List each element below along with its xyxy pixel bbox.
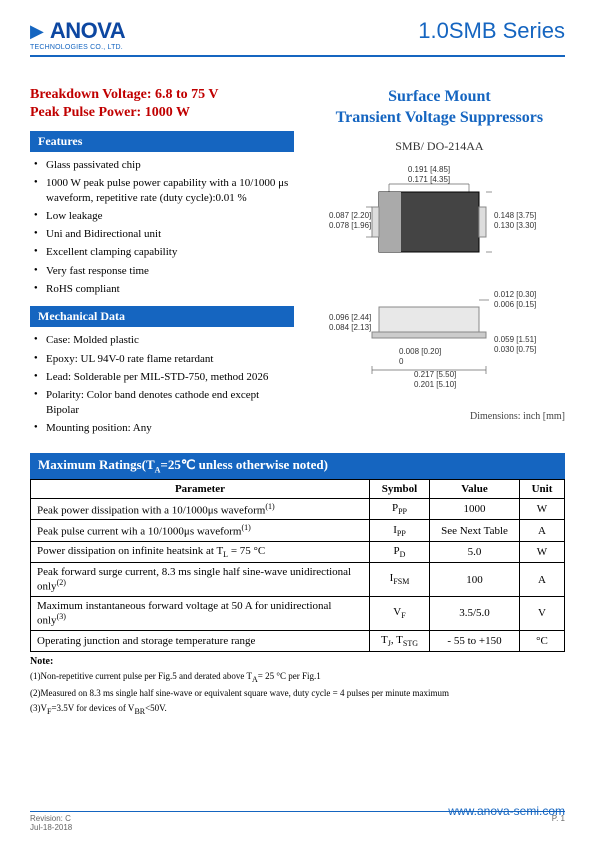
series-title: 1.0SMB Series <box>418 18 565 44</box>
sym-sub: D <box>400 550 406 559</box>
sym-cell: TJ, TSTG <box>370 630 430 651</box>
unit-cell: A <box>520 520 565 542</box>
value-cell: 100 <box>430 563 520 597</box>
dimension-diagram: 0.191 [4.85] 0.171 [4.35] 0.087 [2.20] 0… <box>324 162 554 402</box>
dim-label: 0.201 [5.10] <box>414 380 456 389</box>
param-text: Operating junction and storage temperatu… <box>31 630 370 651</box>
unit-cell: A <box>520 563 565 597</box>
logo-subtitle: TECHNOLOGIES CO., LTD. <box>30 44 125 51</box>
ratings-table: Parameter Symbol Value Unit Peak power d… <box>30 479 565 652</box>
table-row: Power dissipation on infinite heatsink a… <box>31 542 565 563</box>
param-sup: (3) <box>57 612 66 621</box>
feature-item: Very fast response time <box>34 264 294 278</box>
note-item: (1)Non-repetitive current pulse per Fig.… <box>30 671 565 685</box>
col-parameter: Parameter <box>31 479 370 498</box>
feature-item: Low leakage <box>34 209 294 223</box>
logo-name: ANOVA <box>50 18 125 44</box>
dim-label: 0.191 [4.85] <box>408 165 450 174</box>
dimension-note: Dimensions: inch [mm] <box>314 411 565 422</box>
dim-label: 0.012 [0.30] <box>494 290 536 299</box>
unit-cell: W <box>520 542 565 563</box>
unit-cell: W <box>520 498 565 520</box>
product-title: Surface Mount Transient Voltage Suppress… <box>314 87 565 129</box>
dim-label: 0.148 [3.75] <box>494 211 536 220</box>
mechanical-list: Case: Molded plastic Epoxy: UL 94V-0 rat… <box>30 333 294 435</box>
col-unit: Unit <box>520 479 565 498</box>
table-row: Peak forward surge current, 8.3 ms singl… <box>31 563 565 597</box>
page-number: P. 1 <box>552 814 565 832</box>
table-row: Operating junction and storage temperatu… <box>31 630 565 651</box>
value-cell: See Next Table <box>430 520 520 542</box>
mech-item: Polarity: Color band denotes cathode end… <box>34 388 294 417</box>
dim-label: 0.087 [2.20] <box>329 211 371 220</box>
param-text: Power dissipation on infinite heatsink a… <box>37 545 223 557</box>
table-row: Maximum instantaneous forward voltage at… <box>31 596 565 630</box>
param-post: = 75 °C <box>228 545 265 557</box>
feature-item: Uni and Bidirectional unit <box>34 227 294 241</box>
dim-label: 0.059 [1.51] <box>494 335 536 344</box>
col-value: Value <box>430 479 520 498</box>
sym-sub: PP <box>398 507 407 516</box>
feature-item: 1000 W peak pulse power capability with … <box>34 176 294 205</box>
dim-label: 0.171 [4.35] <box>408 175 450 184</box>
revision-label: Revision: C <box>30 814 72 823</box>
feature-item: RoHS compliant <box>34 282 294 296</box>
unit-cell: V <box>520 596 565 630</box>
value-cell: 1000 <box>430 498 520 520</box>
sym-sub: FSM <box>393 578 409 587</box>
right-column: Surface Mount Transient Voltage Suppress… <box>314 87 565 439</box>
param-text: Peak power dissipation with a 10/1000μs … <box>37 504 265 516</box>
page-footer: Revision: C Jul-18-2018 P. 1 <box>30 811 565 832</box>
mech-item: Epoxy: UL 94V-0 rate flame retardant <box>34 352 294 366</box>
param-sup: (2) <box>57 578 66 587</box>
dim-label: 0.130 [3.30] <box>494 221 536 230</box>
dim-label: 0.030 [0.75] <box>494 345 536 354</box>
features-list: Glass passivated chip 1000 W peak pulse … <box>30 158 294 296</box>
value-cell: 5.0 <box>430 542 520 563</box>
dim-label: 0.217 [5.50] <box>414 370 456 379</box>
feature-item: Glass passivated chip <box>34 158 294 172</box>
logo-icon: ▶ <box>30 21 44 42</box>
sym-sub: F <box>401 611 405 620</box>
spec-line-2: Peak Pulse Power: 1000 W <box>30 105 294 121</box>
left-column: Breakdown Voltage: 6.8 to 75 V Peak Puls… <box>30 87 294 439</box>
table-row: Peak power dissipation with a 10/1000μs … <box>31 498 565 520</box>
note-item: (3)VF=3.5V for devices of VBR<50V. <box>30 703 565 717</box>
product-title-l1: Surface Mount <box>388 88 491 105</box>
notes-heading: Note: <box>30 655 565 668</box>
dim-label: 0.078 [1.96] <box>329 221 371 230</box>
package-label: SMB/ DO-214AA <box>314 139 565 154</box>
dim-label: 0.096 [2.44] <box>329 313 371 322</box>
ratings-title-post: =25℃ unless otherwise noted) <box>160 457 328 472</box>
col-symbol: Symbol <box>370 479 430 498</box>
param-text: Peak pulse current wih a 10/1000μs wavef… <box>37 526 241 538</box>
param-sup: (1) <box>265 502 274 511</box>
product-title-l2: Transient Voltage Suppressors <box>336 109 543 126</box>
feature-item: Excellent clamping capability <box>34 245 294 259</box>
value-cell: - 55 to +150 <box>430 630 520 651</box>
table-row: Peak pulse current wih a 10/1000μs wavef… <box>31 520 565 542</box>
mech-item: Mounting position: Any <box>34 421 294 435</box>
param-text: Peak forward surge current, 8.3 ms singl… <box>37 566 351 593</box>
note-item: (2)Measured on 8.3 ms single half sine-w… <box>30 688 565 700</box>
unit-cell: °C <box>520 630 565 651</box>
ratings-heading: Maximum Ratings(TA=25℃ unless otherwise … <box>30 453 565 479</box>
date-label: Jul-18-2018 <box>30 823 72 832</box>
mechanical-heading: Mechanical Data <box>30 306 294 327</box>
dim-label: 0.084 [2.13] <box>329 323 371 332</box>
dim-label: 0.006 [0.15] <box>494 300 536 309</box>
mech-item: Lead: Solderable per MIL-STD-750, method… <box>34 370 294 384</box>
dim-label: 0.008 [0.20] <box>399 347 441 356</box>
param-text: Maximum instantaneous forward voltage at… <box>37 600 332 627</box>
value-cell: 3.5/5.0 <box>430 596 520 630</box>
logo-block: ▶ ANOVA TECHNOLOGIES CO., LTD. <box>30 18 125 51</box>
spec-line-1: Breakdown Voltage: 6.8 to 75 V <box>30 87 294 103</box>
ratings-title-pre: Maximum Ratings(T <box>38 457 155 472</box>
sym-sub: PP <box>397 529 406 538</box>
page-header: ▶ ANOVA TECHNOLOGIES CO., LTD. 1.0SMB Se… <box>30 18 565 57</box>
dim-label: 0 <box>399 357 404 366</box>
param-sup: (1) <box>241 523 250 532</box>
features-heading: Features <box>30 131 294 152</box>
mech-item: Case: Molded plastic <box>34 333 294 347</box>
